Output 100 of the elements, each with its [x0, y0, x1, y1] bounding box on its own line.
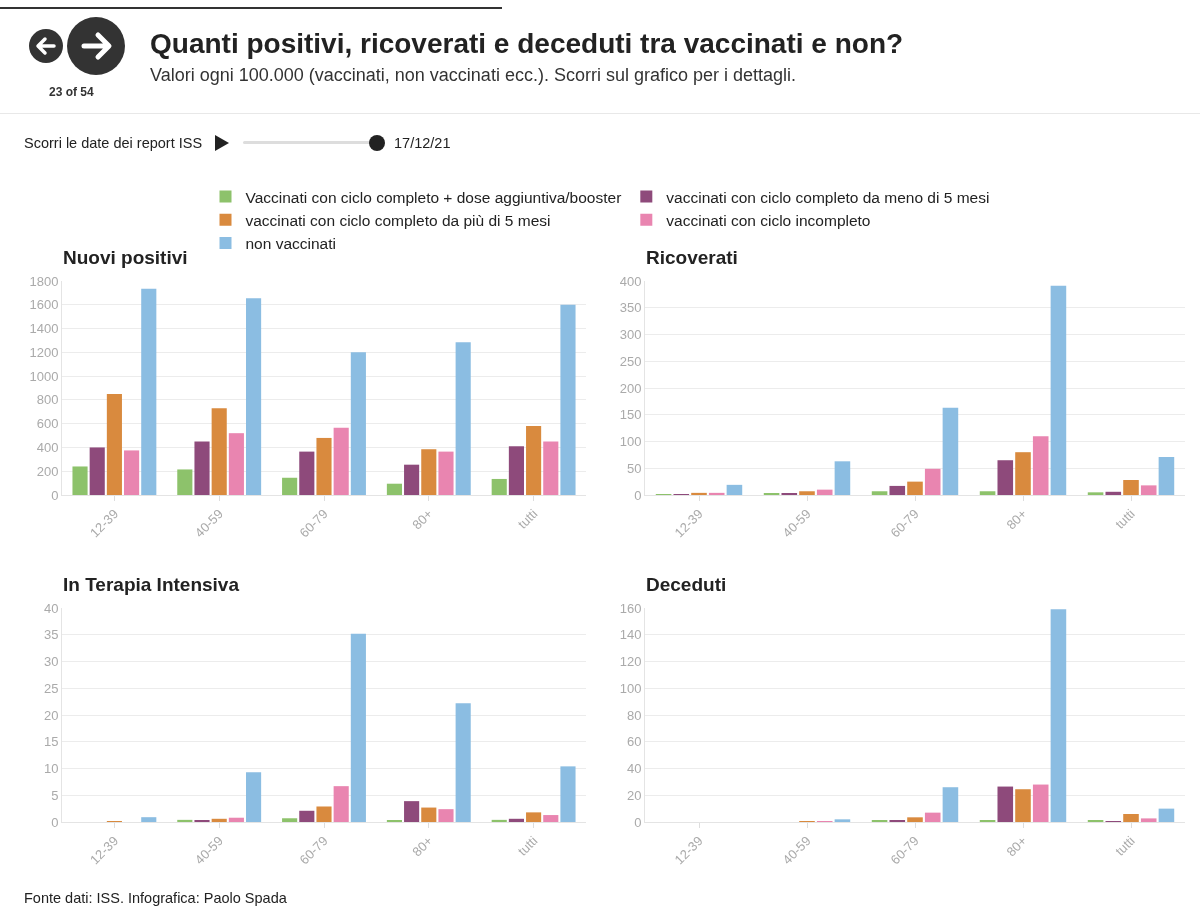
- y-tick-label: 100: [619, 434, 642, 450]
- bar: [526, 426, 542, 495]
- bar: [386, 483, 402, 495]
- legend-label: vaccinati con ciclo incompleto: [666, 211, 871, 229]
- x-tick-label: tutti: [514, 833, 541, 859]
- bar: [299, 451, 315, 495]
- x-tick-label: tutti: [1112, 833, 1138, 859]
- bar: [177, 819, 193, 822]
- bar: [421, 807, 437, 822]
- bar: [543, 441, 559, 495]
- bar: [89, 447, 105, 495]
- bar: [141, 817, 157, 822]
- y-tick-label: 40: [43, 600, 59, 616]
- legend-label: vaccinati con ciclo completo da meno di 5 mesi: [666, 188, 990, 206]
- bar: [1105, 491, 1122, 495]
- bar: [889, 485, 906, 495]
- bar: [455, 703, 471, 822]
- y-tick-label: 20: [626, 787, 642, 803]
- bar: [997, 460, 1014, 495]
- bar: [350, 633, 366, 822]
- x-tick-label: tutti: [1112, 506, 1138, 532]
- y-tick-label: 35: [43, 627, 59, 643]
- bar: [106, 393, 122, 495]
- bar: [834, 819, 851, 822]
- bar: [1050, 609, 1067, 822]
- y-tick-label: 250: [619, 353, 642, 369]
- bar: [438, 809, 454, 822]
- y-tick-label: 1800: [29, 273, 59, 289]
- y-tick-label: 40: [626, 761, 642, 777]
- y-tick-label: 25: [43, 680, 59, 696]
- y-tick-label: 300: [619, 327, 642, 343]
- y-tick-label: 400: [36, 439, 59, 455]
- y-tick-label: 0: [51, 814, 59, 830]
- y-tick-label: 600: [36, 416, 59, 432]
- text: Valori ogni 100.000 (vaccinati, non vaccinati ecc.). Scorri sul grafico per i dettagli.: [150, 65, 796, 85]
- x-tick-label: 80+: [409, 506, 436, 533]
- bar: [455, 342, 471, 495]
- bar: [924, 812, 941, 822]
- bar: [316, 437, 332, 495]
- bar: [1032, 436, 1049, 495]
- bar: [282, 818, 298, 822]
- bar: [1015, 789, 1031, 822]
- bar: [316, 806, 332, 822]
- bar: [246, 772, 262, 822]
- y-tick-label: 150: [619, 407, 642, 423]
- chart-title: Ricoverati: [646, 246, 738, 268]
- y-tick-label: 160: [619, 600, 642, 616]
- legend-label: non vaccinati: [245, 234, 336, 252]
- legend-label: vaccinati con ciclo completo da più di 5 mesi: [245, 211, 551, 229]
- bar: [560, 766, 576, 822]
- y-tick-label: 1400: [29, 321, 59, 337]
- bar: [979, 491, 996, 495]
- bar: [491, 819, 507, 822]
- y-tick-label: 1200: [29, 344, 59, 360]
- bar: [1050, 285, 1067, 495]
- y-tick-label: 0: [51, 487, 59, 503]
- y-tick-label: 200: [619, 380, 642, 396]
- bar: [141, 288, 157, 495]
- bar: [228, 817, 244, 822]
- legend-label: Vaccinati con ciclo completo + dose aggiuntiva/booster: [245, 188, 622, 206]
- bar: [1123, 480, 1139, 495]
- bar: [1015, 452, 1031, 495]
- bar: [228, 433, 244, 495]
- y-tick-label: 400: [619, 273, 642, 289]
- bar: [211, 818, 227, 822]
- y-tick-label: 140: [619, 627, 642, 643]
- bar: [333, 427, 349, 495]
- y-tick-label: 1000: [29, 368, 59, 384]
- text: Scorri le date dei report ISS: [24, 135, 203, 151]
- text: 17/12/21: [394, 135, 451, 151]
- bar: [1158, 808, 1175, 822]
- text: Quanti positivi, ricoverati e deceduti tra vaccinati e non?: [150, 28, 904, 59]
- y-tick-label: 80: [626, 707, 642, 723]
- bar: [350, 352, 366, 495]
- bar: [799, 491, 815, 495]
- bar: [282, 477, 298, 495]
- bar: [404, 464, 420, 495]
- bar: [1158, 457, 1175, 495]
- bar: [246, 298, 262, 495]
- y-tick-label: 800: [36, 392, 59, 408]
- bar: [438, 451, 454, 495]
- bar: [526, 812, 542, 822]
- bar: [1032, 784, 1049, 822]
- y-tick-label: 60: [626, 734, 642, 750]
- bar: [708, 492, 725, 495]
- bar: [124, 450, 140, 495]
- bar: [1140, 818, 1157, 822]
- bar: [72, 466, 88, 495]
- x-tick-label: 80+: [1003, 506, 1030, 533]
- y-tick-label: 50: [626, 460, 642, 476]
- bar: [421, 449, 437, 495]
- y-tick-label: 5: [51, 787, 59, 803]
- x-tick-label: 80+: [1003, 833, 1030, 860]
- bar: [907, 481, 923, 495]
- bar: [508, 446, 524, 495]
- bar: [871, 491, 888, 495]
- y-tick-label: 10: [43, 761, 59, 777]
- bar: [194, 441, 210, 495]
- chart-title: Deceduti: [646, 573, 727, 595]
- y-tick-label: 120: [619, 654, 642, 670]
